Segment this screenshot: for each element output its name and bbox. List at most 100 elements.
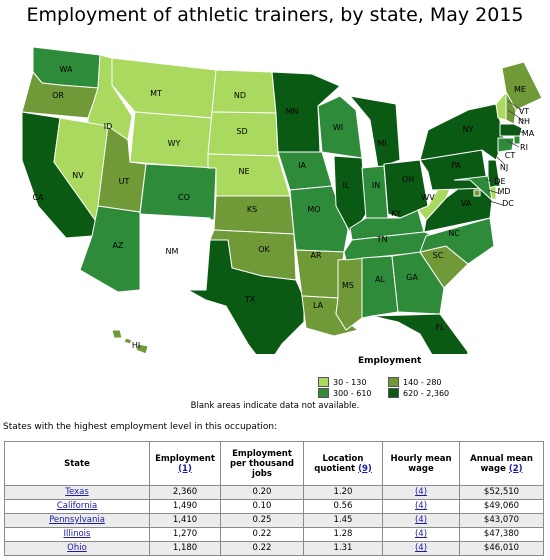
state-mn[interactable] bbox=[271, 71, 341, 153]
state-fl[interactable] bbox=[371, 313, 469, 354]
state-label-ga: GA bbox=[406, 273, 418, 282]
legend-label: 140 - 280 bbox=[403, 377, 442, 387]
state-label-va: VA bbox=[461, 199, 472, 208]
per-thousand-cell: 0.25 bbox=[220, 513, 304, 528]
state-label-de: DE bbox=[494, 177, 505, 186]
state-nm[interactable] bbox=[139, 213, 211, 293]
legend-item: 300 - 610 bbox=[318, 388, 372, 398]
annual-cell: $52,510 bbox=[459, 485, 544, 500]
state-label-ky: KY bbox=[391, 209, 401, 218]
annual-footnote-link[interactable]: (2) bbox=[508, 463, 523, 474]
state-label-al: AL bbox=[375, 275, 385, 284]
state-label-ok: OK bbox=[258, 245, 270, 254]
state-label-nj: NJ bbox=[500, 163, 508, 172]
state-label-pa: PA bbox=[451, 161, 461, 170]
state-label-me: ME bbox=[514, 85, 526, 94]
hourly-footnote-link[interactable]: (4) bbox=[414, 529, 428, 539]
state-label-nc: NC bbox=[448, 229, 460, 238]
state-ks[interactable] bbox=[213, 195, 295, 235]
state-wi[interactable] bbox=[317, 95, 363, 159]
legend-label: 30 - 130 bbox=[333, 377, 367, 387]
hourly-footnote-link[interactable]: (4) bbox=[414, 515, 428, 525]
employment-cell: 1,490 bbox=[149, 499, 221, 514]
table-row: California 1,490 0.10 0.56 (4) $49,060 bbox=[4, 499, 544, 514]
state-link[interactable]: California bbox=[56, 501, 98, 511]
state-link[interactable]: Pennsylvania bbox=[49, 515, 105, 525]
state-hi[interactable] bbox=[111, 329, 168, 354]
annual-cell: $46,010 bbox=[459, 541, 544, 556]
state-label-ar: AR bbox=[310, 251, 321, 260]
per-thousand-cell: 0.22 bbox=[220, 541, 304, 556]
state-label-la: LA bbox=[313, 301, 324, 310]
state-label-ma: MA bbox=[522, 129, 535, 138]
header-hourly-wage: Hourly mean wage bbox=[382, 441, 460, 486]
state-ri[interactable] bbox=[513, 135, 521, 145]
legend-swatch bbox=[318, 377, 329, 387]
legend-swatch bbox=[388, 377, 399, 387]
legend-label: 620 - 2,360 bbox=[403, 388, 450, 398]
state-label-mi: MI bbox=[377, 139, 386, 148]
employment-cell: 2,360 bbox=[149, 485, 221, 500]
state-link[interactable]: Texas bbox=[65, 487, 89, 497]
state-oh[interactable] bbox=[383, 159, 429, 219]
state-label-vt: VT bbox=[519, 107, 529, 116]
state-label-nd: ND bbox=[234, 91, 246, 100]
employment-cell: 1,270 bbox=[149, 527, 221, 542]
state-link[interactable]: Ohio bbox=[67, 543, 87, 553]
state-me[interactable] bbox=[501, 61, 543, 111]
us-choropleth-map: WA OR CA ID NV AZ MT WY UT CO NM ND SD NE KS OK TX MN IA MO… bbox=[13, 46, 543, 354]
state-label-oh: OH bbox=[402, 175, 414, 184]
legend-item: 140 - 280 bbox=[388, 377, 442, 387]
state-label-wi: WI bbox=[333, 123, 343, 132]
state-label-nm: NM bbox=[166, 247, 179, 256]
employment-footnote-link[interactable]: (1) bbox=[178, 463, 192, 474]
state-labels: WA OR CA ID NV AZ MT WY UT CO NM ND SD NE KS OK TX MN IA MO… bbox=[32, 65, 534, 350]
top-states-table: State Employment (1) Employment per thou… bbox=[4, 441, 544, 556]
state-label-ca: CA bbox=[32, 193, 44, 202]
state-label-wy: WY bbox=[168, 139, 181, 148]
per-thousand-cell: 0.20 bbox=[220, 485, 304, 500]
state-tx[interactable] bbox=[186, 239, 305, 354]
state-label-sc: SC bbox=[433, 251, 444, 260]
state-in[interactable] bbox=[361, 165, 389, 219]
employment-cell: 1,410 bbox=[149, 513, 221, 528]
table-row: Ohio 1,180 0.22 1.31 (4) $46,010 bbox=[4, 541, 544, 556]
lq-cell: 0.56 bbox=[303, 499, 383, 514]
state-md[interactable] bbox=[453, 175, 493, 202]
state-label-ct: CT bbox=[505, 151, 516, 160]
annual-cell: $47,380 bbox=[459, 527, 544, 542]
state-label-ut: UT bbox=[119, 177, 130, 186]
lq-footnote-link[interactable]: (9) bbox=[358, 463, 372, 474]
state-dc[interactable] bbox=[473, 189, 481, 197]
header-annual-label: Annual mean wage bbox=[470, 453, 533, 474]
state-ak[interactable] bbox=[13, 281, 120, 354]
state-label-dc: DC bbox=[502, 199, 514, 208]
state-vt[interactable] bbox=[495, 90, 507, 121]
hourly-footnote-link[interactable]: (4) bbox=[414, 501, 428, 511]
state-link[interactable]: Illinois bbox=[63, 529, 91, 539]
table-container: State Employment (1) Employment per thou… bbox=[4, 441, 544, 556]
state-label-ne: NE bbox=[238, 167, 249, 176]
state-ga[interactable] bbox=[391, 251, 445, 315]
header-location-quotient: Location quotient (9) bbox=[303, 441, 383, 486]
table-row: Texas 2,360 0.20 1.20 (4) $52,510 bbox=[4, 485, 544, 500]
state-label-ri: RI bbox=[520, 143, 528, 152]
state-ms[interactable] bbox=[335, 257, 363, 331]
state-co[interactable] bbox=[139, 163, 217, 221]
state-label-mo: MO bbox=[307, 205, 320, 214]
lq-cell: 1.45 bbox=[303, 513, 383, 528]
state-label-or: OR bbox=[52, 91, 64, 100]
header-employment: Employment (1) bbox=[149, 441, 221, 486]
header-annual-wage: Annual mean wage (2) bbox=[459, 441, 544, 486]
table-caption: States with the highest employment level… bbox=[3, 422, 278, 432]
state-al[interactable] bbox=[361, 255, 399, 319]
lq-cell: 1.28 bbox=[303, 527, 383, 542]
state-ct[interactable] bbox=[497, 137, 515, 153]
table-header-row: State Employment (1) Employment per thou… bbox=[4, 441, 544, 486]
state-label-nh: NH bbox=[518, 117, 530, 126]
state-label-md: MD bbox=[497, 187, 510, 196]
state-label-fl: FL bbox=[435, 323, 445, 332]
header-lq-label: Location quotient bbox=[314, 453, 364, 474]
hourly-footnote-link[interactable]: (4) bbox=[414, 543, 428, 553]
hourly-footnote-link[interactable]: (4) bbox=[414, 487, 428, 497]
